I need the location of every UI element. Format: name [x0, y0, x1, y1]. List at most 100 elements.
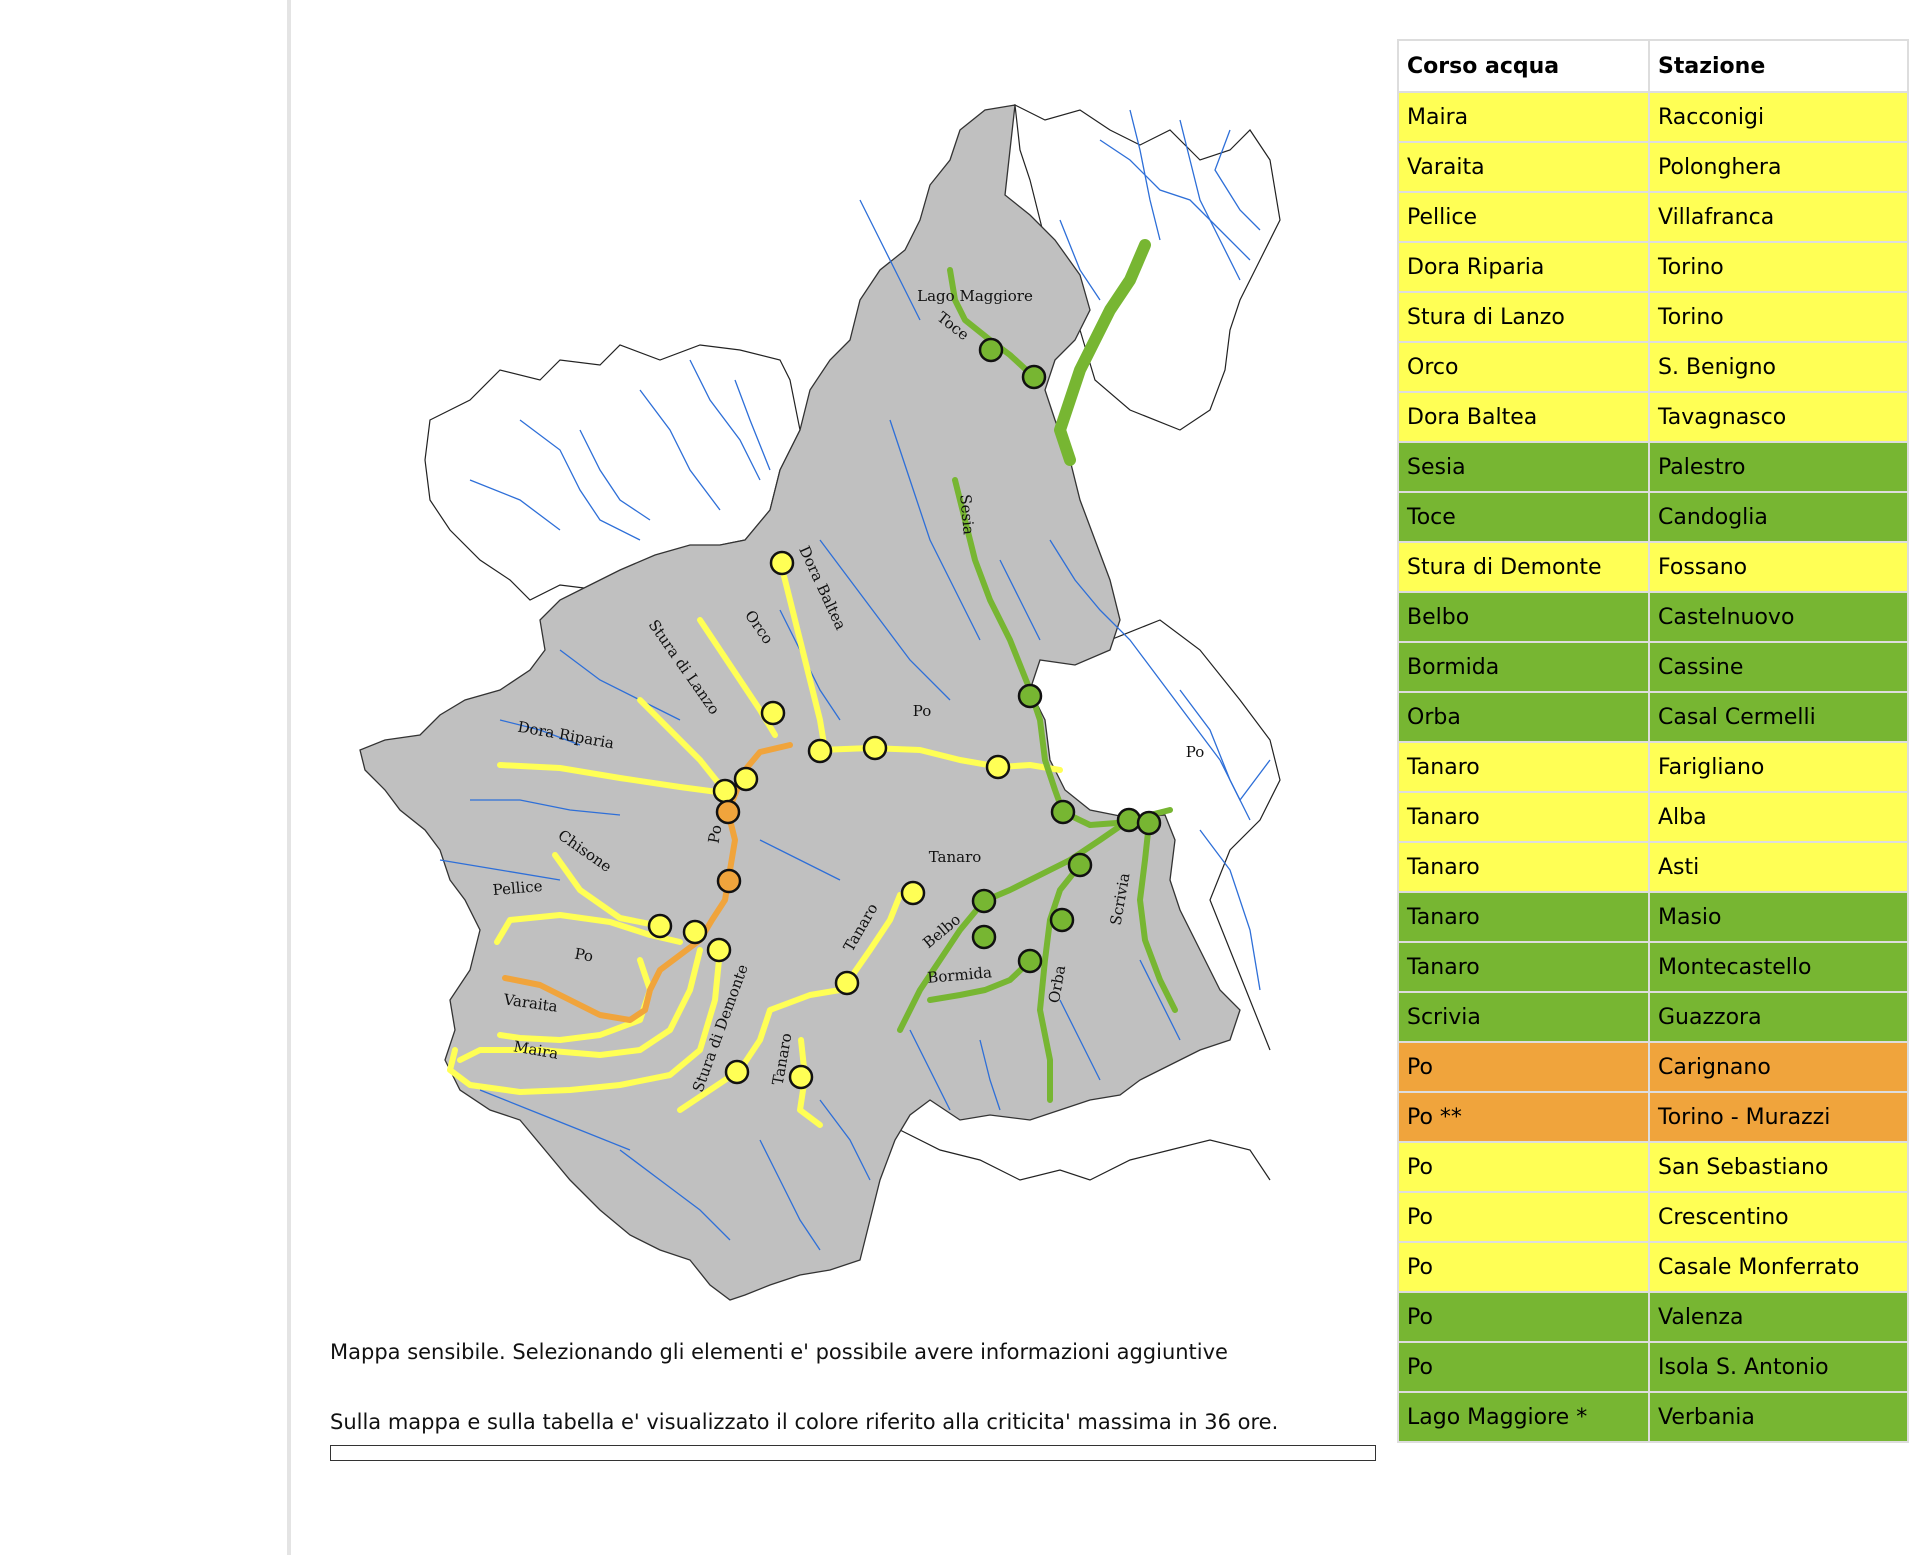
corso-acqua-cell: Po [1397, 1041, 1650, 1093]
table-row[interactable]: Sesia Palestro [1397, 441, 1909, 493]
station-marker[interactable] [647, 913, 673, 939]
map-stations[interactable] [647, 337, 1162, 1090]
corso-acqua-cell: Pellice [1397, 191, 1650, 243]
stazione-cell: S. Benigno [1648, 341, 1909, 393]
stazione-cell: Isola S. Antonio [1648, 1341, 1909, 1393]
corso-acqua-cell: Dora Baltea [1397, 391, 1650, 443]
stazione-cell: Guazzora [1648, 991, 1909, 1043]
station-marker[interactable] [1017, 683, 1043, 709]
station-marker[interactable] [1136, 810, 1162, 836]
table-row[interactable]: Po ** Torino - Murazzi [1397, 1091, 1909, 1143]
table-row[interactable]: Pellice Villafranca [1397, 191, 1909, 243]
header-corso-acqua: Corso acqua [1397, 39, 1650, 93]
map-river-label: Po [913, 702, 932, 720]
table-row[interactable]: Orba Casal Cermelli [1397, 691, 1909, 743]
stazione-cell: San Sebastiano [1648, 1141, 1909, 1193]
stazione-cell: Torino - Murazzi [1648, 1091, 1909, 1143]
stazione-cell: Polonghera [1648, 141, 1909, 193]
table-row[interactable]: Dora Riparia Torino [1397, 241, 1909, 293]
station-marker[interactable] [724, 1059, 750, 1085]
corso-acqua-cell: Varaita [1397, 141, 1650, 193]
table-row[interactable]: Po Casale Monferrato [1397, 1241, 1909, 1293]
corso-acqua-cell: Tanaro [1397, 841, 1650, 893]
corso-acqua-cell: Tanaro [1397, 791, 1650, 843]
station-marker[interactable] [1049, 907, 1075, 933]
table-row[interactable]: Tanaro Farigliano [1397, 741, 1909, 793]
table-row[interactable]: Tanaro Masio [1397, 891, 1909, 943]
stazione-cell: Villafranca [1648, 191, 1909, 243]
stazione-cell: Fossano [1648, 541, 1909, 593]
stazione-cell: Candoglia [1648, 491, 1909, 543]
table-body: Maira Racconigi Varaita Polonghera Pellice Vi… [1397, 91, 1909, 1443]
corso-acqua-cell: Po [1397, 1291, 1650, 1343]
table-row[interactable]: Maira Racconigi [1397, 91, 1909, 143]
table-row[interactable]: Po Crescentino [1397, 1191, 1909, 1243]
station-marker[interactable] [1050, 799, 1076, 825]
criticity-note: Sulla mappa e sulla tabella e' visualizz… [330, 1410, 1279, 1434]
station-marker[interactable] [716, 868, 742, 894]
table-row[interactable]: Po San Sebastiano [1397, 1141, 1909, 1193]
stazione-cell: Torino [1648, 241, 1909, 293]
table-row[interactable]: Po Isola S. Antonio [1397, 1341, 1909, 1393]
stazione-cell: Farigliano [1648, 741, 1909, 793]
table-row[interactable]: Scrivia Guazzora [1397, 991, 1909, 1043]
table-row[interactable]: Belbo Castelnuovo [1397, 591, 1909, 643]
station-marker[interactable] [788, 1064, 814, 1090]
table-row[interactable]: Tanaro Alba [1397, 791, 1909, 843]
table-row[interactable]: Varaita Polonghera [1397, 141, 1909, 193]
corso-acqua-cell: Po [1397, 1141, 1650, 1193]
table-row[interactable]: Stura di Demonte Fossano [1397, 541, 1909, 593]
station-marker[interactable] [900, 880, 926, 906]
station-marker[interactable] [862, 735, 888, 761]
station-marker[interactable] [682, 919, 708, 945]
stazione-cell: Montecastello [1648, 941, 1909, 993]
stazione-cell: Carignano [1648, 1041, 1909, 1093]
corso-acqua-cell: Belbo [1397, 591, 1650, 643]
stazione-cell: Torino [1648, 291, 1909, 343]
piedmont-map[interactable]: Lago Maggiore Toce Sesia Dora Baltea Orco Stu… [350, 30, 1290, 1330]
station-marker[interactable] [1067, 852, 1093, 878]
header-stazione: Stazione [1648, 39, 1909, 93]
table-header-row: Corso acqua Stazione [1397, 39, 1909, 93]
corso-acqua-cell: Po [1397, 1341, 1650, 1393]
corso-acqua-cell: Sesia [1397, 441, 1650, 493]
station-marker[interactable] [760, 700, 786, 726]
corso-acqua-cell: Lago Maggiore * [1397, 1391, 1650, 1443]
table-row[interactable]: Toce Candoglia [1397, 491, 1909, 543]
table-row[interactable]: Po Carignano [1397, 1041, 1909, 1093]
corso-acqua-cell: Stura di Demonte [1397, 541, 1650, 593]
page-left-border [287, 0, 291, 1555]
station-marker[interactable] [706, 937, 732, 963]
table-row[interactable]: Dora Baltea Tavagnasco [1397, 391, 1909, 443]
table-row[interactable]: Tanaro Asti [1397, 841, 1909, 893]
stazione-cell: Asti [1648, 841, 1909, 893]
station-marker[interactable] [834, 970, 860, 996]
station-marker[interactable] [769, 550, 795, 576]
station-marker[interactable] [1017, 948, 1043, 974]
stazione-cell: Verbania [1648, 1391, 1909, 1443]
station-marker[interactable] [1116, 807, 1142, 833]
station-marker[interactable] [971, 888, 997, 914]
sensitive-map-note: Mappa sensibile. Selezionando gli elemen… [330, 1340, 1228, 1364]
station-marker[interactable] [733, 766, 759, 792]
table-row[interactable]: Bormida Cassine [1397, 641, 1909, 693]
table-row[interactable]: Orco S. Benigno [1397, 341, 1909, 393]
station-marker[interactable] [978, 337, 1004, 363]
station-marker[interactable] [971, 924, 997, 950]
corso-acqua-cell: Tanaro [1397, 741, 1650, 793]
table-row[interactable]: Tanaro Montecastello [1397, 941, 1909, 993]
corso-acqua-cell: Orco [1397, 341, 1650, 393]
table-row[interactable]: Stura di Lanzo Torino [1397, 291, 1909, 343]
station-marker[interactable] [715, 799, 741, 825]
stazione-cell: Masio [1648, 891, 1909, 943]
station-marker[interactable] [807, 738, 833, 764]
station-marker[interactable] [712, 778, 738, 804]
station-marker[interactable] [1021, 364, 1047, 390]
table-row[interactable]: Lago Maggiore * Verbania [1397, 1391, 1909, 1443]
liguria-outline [899, 1129, 1271, 1181]
corso-acqua-cell: Po [1397, 1241, 1650, 1293]
table-row[interactable]: Po Valenza [1397, 1291, 1909, 1343]
piedmont-region[interactable] [359, 104, 1241, 1301]
station-marker[interactable] [985, 754, 1011, 780]
